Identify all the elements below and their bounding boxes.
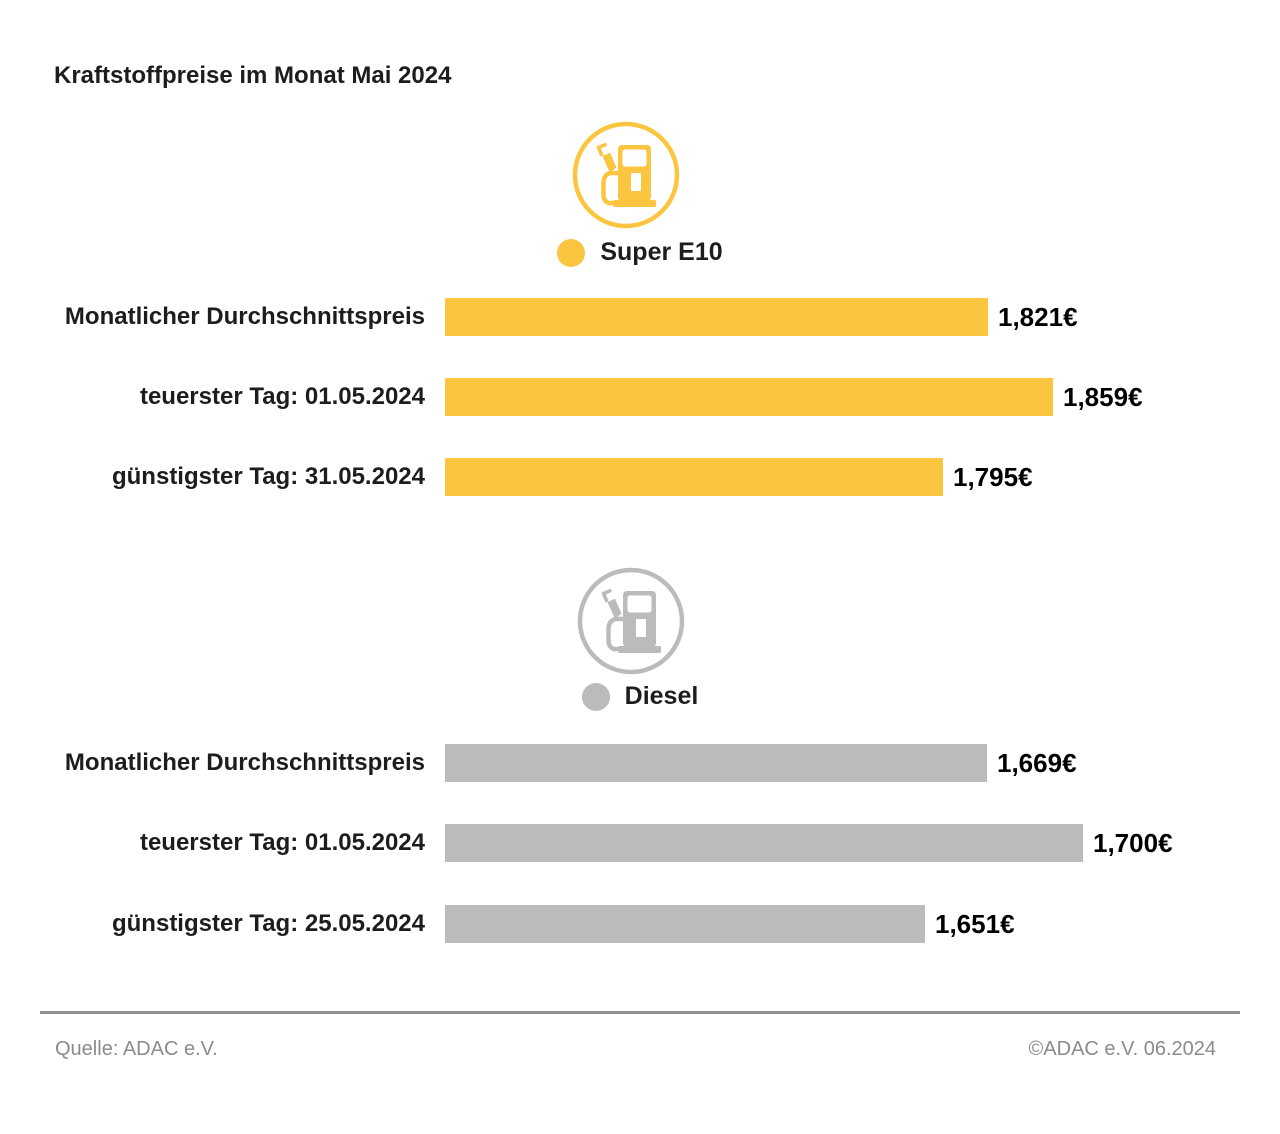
source-note: Quelle: ADAC e.V. [55, 1038, 218, 1060]
bar-row-e10-max: teuerster Tag: 01.05.2024 1,859€ [0, 378, 1280, 416]
fuel-pump-icon [571, 120, 681, 230]
bar-diesel-average [445, 744, 987, 782]
legend-diesel: Diesel [0, 682, 1280, 711]
row-label: Monatlicher Durchschnittspreis [64, 303, 425, 330]
legend-label-super-e10: Super E10 [600, 238, 723, 266]
bar-diesel-min [445, 905, 925, 943]
bar-row-e10-average: Monatlicher Durchschnittspreis 1,821€ [0, 298, 1280, 336]
bar-e10-max [445, 378, 1053, 416]
row-label: teuerster Tag: 01.05.2024 [139, 383, 425, 410]
bar-row-e10-min: günstigster Tag: 31.05.2024 1,795€ [0, 458, 1280, 496]
bar-diesel-max [445, 824, 1083, 862]
row-label: günstigster Tag: 31.05.2024 [111, 463, 425, 490]
legend-label-diesel: Diesel [624, 682, 699, 710]
legend-super-e10: Super E10 [0, 238, 1280, 267]
bar-row-diesel-average: Monatlicher Durchschnittspreis 1,669€ [0, 744, 1280, 782]
bar-e10-average [445, 298, 988, 336]
bar-value: 1,700€ [1093, 827, 1173, 858]
row-label: günstigster Tag: 25.05.2024 [111, 910, 425, 937]
fuel-pump-icon [576, 566, 686, 676]
legend-dot-diesel [581, 682, 610, 711]
bar-row-diesel-min: günstigster Tag: 25.05.2024 1,651€ [0, 905, 1280, 943]
legend-dot-super-e10 [557, 238, 586, 267]
bar-value: 1,669€ [997, 747, 1077, 778]
bar-value: 1,821€ [998, 301, 1078, 332]
bar-row-diesel-max: teuerster Tag: 01.05.2024 1,700€ [0, 824, 1280, 862]
bar-value: 1,795€ [953, 461, 1033, 492]
bar-e10-min [445, 458, 943, 496]
row-label: Monatlicher Durchschnittspreis [64, 749, 425, 776]
bar-value: 1,859€ [1063, 381, 1143, 412]
footer-divider [40, 1011, 1240, 1014]
page-title: Kraftstoffpreise im Monat Mai 2024 [54, 62, 452, 90]
row-label: teuerster Tag: 01.05.2024 [139, 829, 425, 856]
bar-value: 1,651€ [935, 908, 1015, 939]
copyright-note: ©ADAC e.V. 06.2024 [1028, 1038, 1216, 1060]
